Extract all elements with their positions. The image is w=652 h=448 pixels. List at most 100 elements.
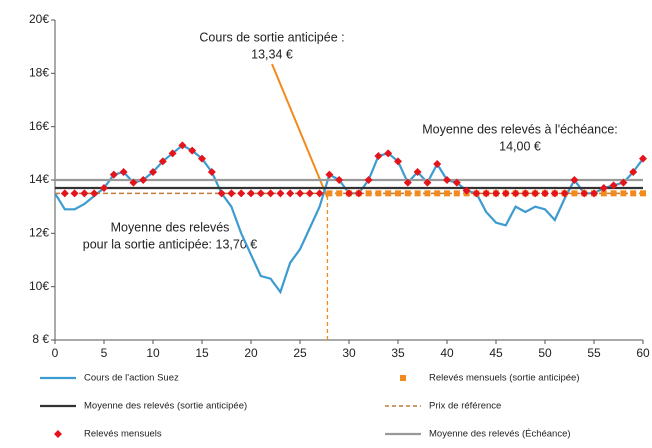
diamond-marker bbox=[443, 176, 451, 184]
diamond-marker bbox=[354, 189, 363, 198]
diamond-marker bbox=[639, 154, 647, 163]
diamond-marker bbox=[129, 178, 138, 187]
diamond-marker bbox=[590, 189, 598, 198]
diamond-marker bbox=[227, 189, 236, 198]
diamond-marker bbox=[119, 168, 128, 176]
y-tick-label: 20€ bbox=[29, 12, 49, 26]
diamond-marker bbox=[501, 189, 510, 198]
diamond-marker bbox=[266, 189, 275, 198]
square-marker bbox=[444, 190, 450, 197]
square-marker bbox=[385, 190, 392, 197]
diamond-marker bbox=[452, 178, 461, 187]
legend-swatch bbox=[54, 430, 62, 438]
annotation-text: Cours de sortie anticipée : bbox=[199, 30, 344, 44]
y-tick-label: 14€ bbox=[29, 172, 49, 186]
y-tick-label: 12€ bbox=[29, 226, 49, 240]
diamond-marker bbox=[198, 154, 206, 163]
x-tick-label: 30 bbox=[342, 346, 356, 360]
square-marker bbox=[600, 190, 607, 197]
square-marker bbox=[630, 190, 637, 197]
diamond-marker bbox=[580, 189, 589, 198]
diamond-marker bbox=[60, 189, 69, 198]
diamond-marker bbox=[207, 168, 216, 176]
diamond-marker bbox=[629, 168, 638, 176]
annotation-text: 13,34 € bbox=[251, 47, 293, 61]
x-tick-label: 45 bbox=[489, 346, 503, 360]
diamond-marker bbox=[276, 189, 285, 198]
diamond-marker bbox=[247, 189, 255, 198]
y-tick-label: 18€ bbox=[29, 66, 49, 80]
legend-label: Prix de référence bbox=[429, 401, 501, 412]
diamond-marker bbox=[217, 189, 226, 198]
diamond-marker bbox=[168, 149, 177, 158]
square-marker bbox=[414, 190, 421, 197]
diamond-marker bbox=[570, 176, 579, 184]
diamond-marker bbox=[394, 157, 402, 166]
x-tick-label: 50 bbox=[538, 346, 552, 360]
diamond-marker bbox=[599, 184, 608, 192]
diamond-marker bbox=[335, 176, 344, 184]
diamond-marker bbox=[619, 178, 628, 187]
annotation-text: Moyenne des relevés à l'échéance: bbox=[422, 122, 618, 136]
x-tick-label: 0 bbox=[52, 346, 59, 360]
x-tick-label: 15 bbox=[195, 346, 209, 360]
legend-label: Cours de l'action Suez bbox=[84, 373, 179, 384]
x-tick-label: 20 bbox=[244, 346, 258, 360]
legend-label: Relevés mensuels bbox=[84, 429, 162, 440]
square-marker bbox=[610, 190, 617, 197]
diamond-marker bbox=[305, 189, 314, 198]
diamond-marker bbox=[315, 189, 324, 198]
square-marker bbox=[336, 190, 343, 197]
annotation-pointer bbox=[271, 63, 329, 198]
diamond-marker bbox=[256, 189, 265, 198]
annotation-text: pour la sortie anticipée: 13,70 € bbox=[83, 237, 257, 251]
square-marker bbox=[620, 190, 627, 197]
x-tick-label: 35 bbox=[391, 346, 405, 360]
square-marker bbox=[375, 190, 382, 197]
diamond-marker bbox=[90, 189, 99, 198]
y-tick-label: 16€ bbox=[29, 119, 49, 133]
legend-label: Relevés mensuels (sortie anticipée) bbox=[429, 373, 579, 384]
diamond-marker bbox=[413, 168, 422, 176]
y-tick-label: 8 € bbox=[32, 332, 49, 346]
diamond-marker bbox=[511, 189, 520, 198]
diamond-marker bbox=[482, 189, 491, 198]
series-line bbox=[54, 144, 644, 295]
diamond-marker bbox=[100, 184, 108, 192]
diamond-marker bbox=[433, 160, 442, 168]
diamond-marker bbox=[521, 189, 530, 198]
diamond-marker bbox=[158, 157, 167, 166]
diamond-marker bbox=[492, 189, 500, 198]
x-tick-label: 25 bbox=[293, 346, 307, 360]
square-marker bbox=[640, 190, 646, 197]
diamond-marker bbox=[423, 178, 432, 187]
annotation-text: Moyenne des relevés bbox=[111, 220, 230, 234]
diamond-marker bbox=[364, 176, 373, 184]
square-marker bbox=[453, 190, 460, 197]
diamond-marker bbox=[609, 181, 618, 190]
square-marker bbox=[365, 190, 372, 197]
square-marker bbox=[424, 190, 431, 197]
square-marker bbox=[571, 190, 578, 197]
x-tick-label: 5 bbox=[101, 346, 108, 360]
diamond-marker bbox=[70, 189, 79, 198]
diamond-marker bbox=[462, 186, 471, 195]
diamond-marker bbox=[403, 178, 412, 187]
annotation: Cours de sortie anticipée : 13,34 € bbox=[199, 30, 344, 61]
legend-label: Moyenne des relevés (Échéance) bbox=[429, 429, 571, 440]
diamond-marker bbox=[531, 189, 540, 198]
diamond-marker bbox=[384, 149, 393, 158]
diamond-marker bbox=[325, 170, 334, 179]
diamond-marker bbox=[139, 176, 148, 184]
diamond-marker bbox=[178, 141, 187, 150]
square-marker bbox=[326, 190, 333, 197]
diamond-marker bbox=[550, 189, 559, 198]
annotation: Moyenne des relevés à l'échéance: 14,00 … bbox=[422, 122, 618, 153]
x-tick-label: 40 bbox=[440, 346, 454, 360]
diamond-marker bbox=[237, 189, 246, 198]
diamond-marker bbox=[560, 189, 569, 198]
annotation-text: 14,00 € bbox=[499, 139, 541, 153]
x-tick-label: 55 bbox=[587, 346, 601, 360]
diamond-marker bbox=[188, 146, 197, 155]
